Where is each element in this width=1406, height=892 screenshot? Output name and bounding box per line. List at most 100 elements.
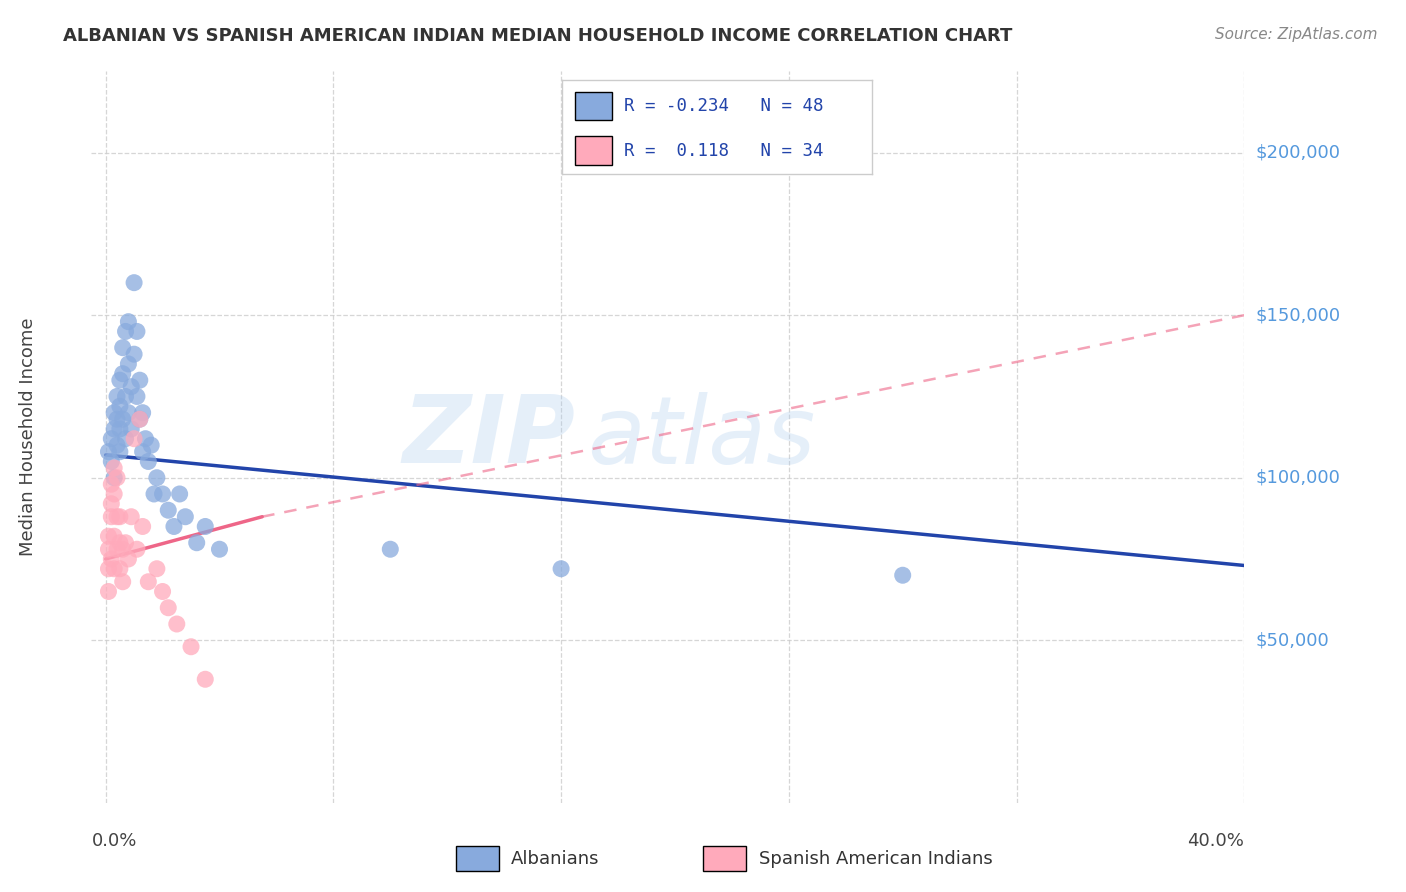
Point <box>186 535 208 549</box>
Point <box>120 422 142 436</box>
Point <box>108 444 131 458</box>
Point <box>97 444 120 458</box>
FancyBboxPatch shape <box>703 847 747 871</box>
Point <box>117 406 139 420</box>
Point <box>550 562 572 576</box>
Point <box>105 471 128 485</box>
Point <box>100 432 122 446</box>
Point <box>97 562 120 576</box>
Text: Source: ZipAtlas.com: Source: ZipAtlas.com <box>1215 27 1378 42</box>
Point <box>152 584 174 599</box>
Text: $50,000: $50,000 <box>1256 632 1330 649</box>
Point <box>120 380 142 394</box>
Text: ALBANIAN VS SPANISH AMERICAN INDIAN MEDIAN HOUSEHOLD INCOME CORRELATION CHART: ALBANIAN VS SPANISH AMERICAN INDIAN MEDI… <box>63 27 1012 45</box>
Point <box>117 315 139 329</box>
Text: R =  0.118   N = 34: R = 0.118 N = 34 <box>624 142 824 160</box>
Point <box>163 519 186 533</box>
Text: Median Household Income: Median Household Income <box>18 318 37 557</box>
Point <box>97 584 120 599</box>
Point <box>143 487 166 501</box>
Point <box>194 673 217 687</box>
Text: $100,000: $100,000 <box>1256 468 1341 487</box>
Point <box>114 432 136 446</box>
Point <box>100 552 122 566</box>
Point <box>100 454 122 468</box>
Text: R = -0.234   N = 48: R = -0.234 N = 48 <box>624 96 824 114</box>
Point <box>103 422 125 436</box>
Point <box>114 325 136 339</box>
Point <box>117 357 139 371</box>
Point <box>105 389 128 403</box>
FancyBboxPatch shape <box>456 847 499 871</box>
Point <box>97 529 120 543</box>
Point <box>128 412 150 426</box>
Point <box>180 640 202 654</box>
Point <box>103 406 125 420</box>
Point <box>194 519 217 533</box>
Point <box>117 552 139 566</box>
Point <box>125 389 148 403</box>
Point <box>114 389 136 403</box>
Point <box>146 562 169 576</box>
Point <box>174 509 197 524</box>
Point <box>108 399 131 413</box>
Point <box>111 542 134 557</box>
Text: atlas: atlas <box>588 392 815 483</box>
Text: Albanians: Albanians <box>512 849 600 868</box>
Point <box>136 454 159 468</box>
Point <box>157 503 180 517</box>
Point <box>111 574 134 589</box>
Point <box>97 542 120 557</box>
Point <box>108 535 131 549</box>
Text: ZIP: ZIP <box>402 391 575 483</box>
Text: 40.0%: 40.0% <box>1188 832 1244 850</box>
Point <box>891 568 914 582</box>
Point <box>108 509 131 524</box>
Point <box>108 562 131 576</box>
Point <box>131 406 153 420</box>
Text: 0.0%: 0.0% <box>91 832 136 850</box>
Point <box>105 438 128 452</box>
Point <box>169 487 191 501</box>
Point <box>128 412 150 426</box>
Point <box>105 412 128 426</box>
Point <box>111 341 134 355</box>
Point <box>111 412 134 426</box>
Point <box>103 461 125 475</box>
Point <box>103 529 125 543</box>
Point <box>166 617 188 632</box>
Point <box>134 432 156 446</box>
Point <box>103 487 125 501</box>
Point <box>100 477 122 491</box>
Point <box>131 444 153 458</box>
Point <box>208 542 231 557</box>
Point <box>157 600 180 615</box>
Point <box>128 373 150 387</box>
Point <box>125 325 148 339</box>
Point <box>105 542 128 557</box>
Text: Spanish American Indians: Spanish American Indians <box>759 849 993 868</box>
Point <box>105 509 128 524</box>
Point <box>120 509 142 524</box>
Point <box>152 487 174 501</box>
FancyBboxPatch shape <box>575 92 612 120</box>
FancyBboxPatch shape <box>575 136 612 164</box>
Point <box>111 367 134 381</box>
Point <box>136 574 159 589</box>
Point <box>108 373 131 387</box>
Point <box>122 347 145 361</box>
Point <box>114 535 136 549</box>
Text: $150,000: $150,000 <box>1256 306 1341 324</box>
Point <box>125 542 148 557</box>
Point <box>108 422 131 436</box>
Point <box>380 542 402 557</box>
Point <box>122 276 145 290</box>
Point <box>103 562 125 576</box>
Text: $200,000: $200,000 <box>1256 144 1341 161</box>
Point <box>100 509 122 524</box>
Point <box>146 471 169 485</box>
Point <box>100 497 122 511</box>
Point <box>141 438 163 452</box>
Point <box>103 471 125 485</box>
Point <box>122 432 145 446</box>
